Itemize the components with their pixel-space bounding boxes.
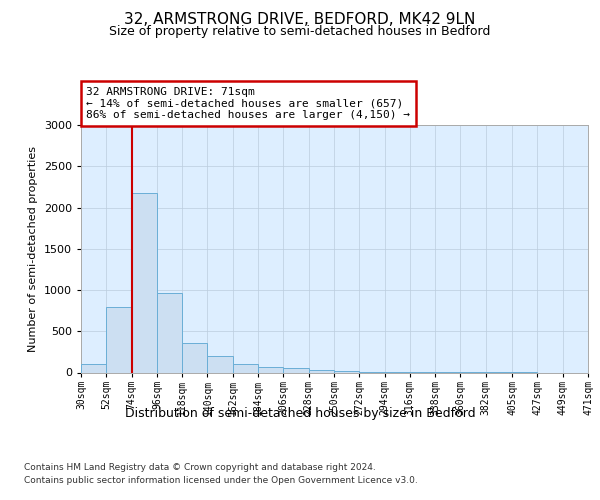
Y-axis label: Number of semi-detached properties: Number of semi-detached properties	[28, 146, 38, 352]
Bar	[182, 343, 208, 372]
Text: Size of property relative to semi-detached houses in Bedford: Size of property relative to semi-detach…	[109, 25, 491, 38]
Bar	[106, 306, 131, 372]
Text: 32 ARMSTRONG DRIVE: 71sqm
← 14% of semi-detached houses are smaller (657)
86% of: 32 ARMSTRONG DRIVE: 71sqm ← 14% of semi-…	[86, 87, 410, 120]
Bar	[157, 294, 182, 372]
Text: 32, ARMSTRONG DRIVE, BEDFORD, MK42 9LN: 32, ARMSTRONG DRIVE, BEDFORD, MK42 9LN	[124, 12, 476, 28]
Bar	[258, 366, 283, 372]
Text: Contains public sector information licensed under the Open Government Licence v3: Contains public sector information licen…	[24, 476, 418, 485]
Bar	[334, 371, 359, 372]
Bar	[233, 364, 258, 372]
Bar	[81, 364, 106, 372]
Bar	[308, 370, 334, 372]
Text: Distribution of semi-detached houses by size in Bedford: Distribution of semi-detached houses by …	[125, 408, 475, 420]
Bar	[131, 193, 157, 372]
Bar	[208, 356, 233, 372]
Bar	[283, 368, 308, 372]
Text: Contains HM Land Registry data © Crown copyright and database right 2024.: Contains HM Land Registry data © Crown c…	[24, 462, 376, 471]
